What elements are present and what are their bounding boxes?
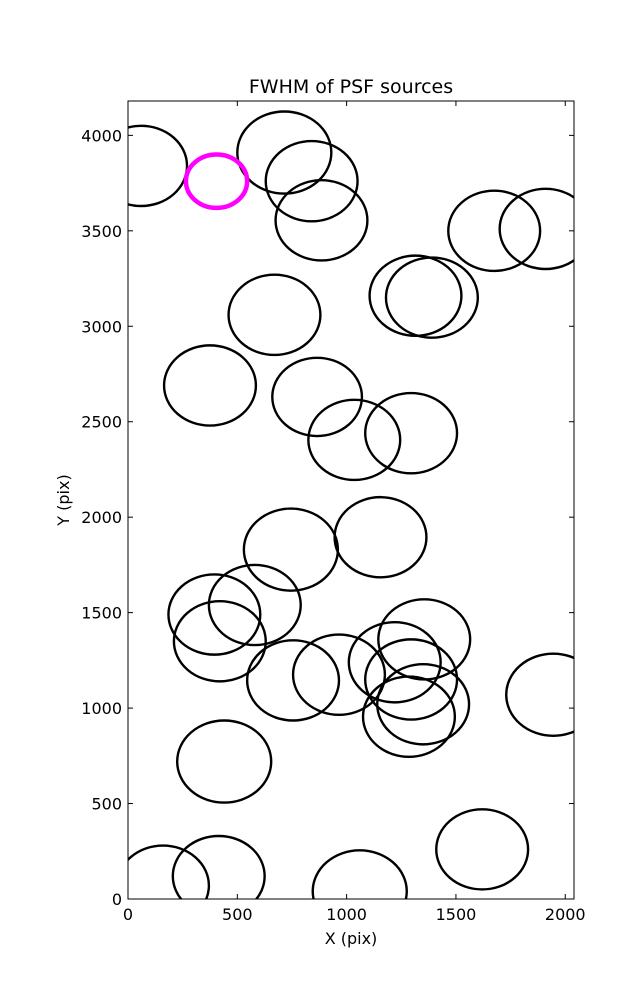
y-axis-label: Y (pix) xyxy=(54,474,73,526)
source-circle-12 xyxy=(307,398,402,482)
source-circle-20 xyxy=(291,633,387,716)
highlighted-source-circle xyxy=(183,152,250,211)
x-tick-label-1000: 1000 xyxy=(326,905,367,924)
source-circle-23 xyxy=(364,638,459,721)
y-tick-label-3000: 3000 xyxy=(81,317,122,336)
y-tick-label-1000: 1000 xyxy=(81,699,122,718)
source-circle-13 xyxy=(364,391,459,475)
source-circle-26 xyxy=(505,652,574,737)
y-tick-label-500: 500 xyxy=(91,795,122,814)
source-circle-19 xyxy=(245,639,341,722)
x-tick-label-500: 500 xyxy=(222,905,253,924)
source-circle-31 xyxy=(311,849,408,899)
source-circle-7 xyxy=(368,254,463,338)
source-circle-14 xyxy=(242,507,340,592)
source-circle-15 xyxy=(333,495,428,579)
source-circle-28 xyxy=(435,808,530,891)
x-axis-label: X (pix) xyxy=(325,929,378,948)
source-circle-3 xyxy=(264,139,359,223)
x-tick-label-1500: 1500 xyxy=(436,905,477,924)
source-circle-9 xyxy=(227,273,322,357)
source-circle-10 xyxy=(162,344,258,427)
y-tick-label-2000: 2000 xyxy=(81,508,122,527)
source-circle-4 xyxy=(274,179,369,262)
y-tick-label-1500: 1500 xyxy=(81,604,122,623)
y-axis-ticks: 0 500 1000 1500 2000 2500 3000 3500 4000 xyxy=(81,126,574,909)
y-tick-label-0: 0 xyxy=(112,890,122,909)
y-tick-label-3500: 3500 xyxy=(81,222,122,241)
source-circle-2 xyxy=(236,110,333,195)
x-axis-ticks: 0 500 1000 1500 2000 xyxy=(123,101,586,924)
source-circle-6 xyxy=(498,187,574,271)
source-circle-24 xyxy=(376,662,471,746)
source-circle-21 xyxy=(347,620,442,704)
plot-frame xyxy=(127,100,575,900)
source-circle-30 xyxy=(171,834,266,899)
source-circle-25 xyxy=(361,675,457,758)
source-circle-27 xyxy=(175,719,273,804)
x-tick-label-0: 0 xyxy=(123,905,133,924)
source-circle-16 xyxy=(207,563,302,647)
source-circle-11 xyxy=(271,356,364,438)
source-circle-8 xyxy=(384,256,480,339)
source-circle-5 xyxy=(447,189,542,273)
source-circles xyxy=(128,110,574,899)
chart-title: FWHM of PSF sources xyxy=(249,76,453,98)
x-tick-label-2000: 2000 xyxy=(545,905,586,924)
source-circle-29 xyxy=(128,844,211,899)
y-tick-label-4000: 4000 xyxy=(81,126,122,145)
source-circle-22 xyxy=(377,598,472,681)
source-circle-17 xyxy=(167,573,262,656)
source-circle-18 xyxy=(172,599,267,683)
source-circle-1 xyxy=(128,124,189,208)
y-tick-label-2500: 2500 xyxy=(81,413,122,432)
